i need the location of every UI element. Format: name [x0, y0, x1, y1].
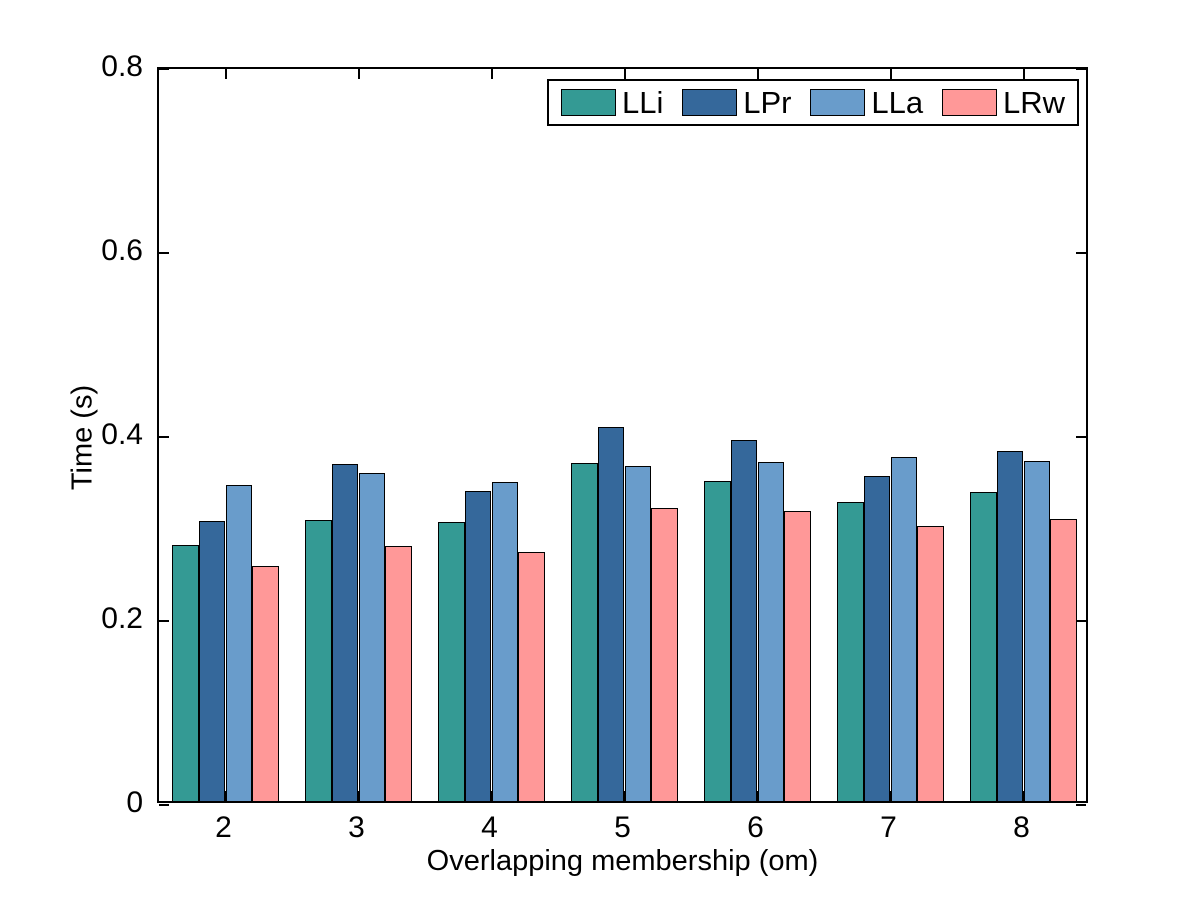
legend-label-LPr: LPr — [743, 85, 792, 120]
bar-LRw-om8 — [1050, 518, 1077, 801]
bar-LLi-om8 — [970, 491, 997, 801]
bar-LPr-om3 — [331, 464, 359, 801]
legend-item-LRw: LRw — [941, 85, 1065, 120]
bar-LLi-om2 — [172, 545, 199, 801]
bar-LRw-om2 — [252, 566, 279, 801]
y-tick-right — [1076, 804, 1086, 806]
legend-label-LLa: LLa — [871, 85, 924, 120]
bar-LLi-om6 — [704, 480, 731, 801]
y-tick-right — [1076, 68, 1086, 70]
bar-LPr-om8 — [996, 451, 1024, 801]
y-tick-right — [1076, 620, 1086, 622]
bar-LLa-om8 — [1023, 460, 1051, 801]
y-tick-right — [1076, 252, 1086, 254]
y-tick-left — [159, 252, 169, 254]
x-tick-top — [357, 69, 360, 79]
y-tick-label: 0.8 — [101, 50, 143, 83]
y-tick-label: 0.4 — [101, 418, 143, 451]
y-tick-label: 0.2 — [101, 602, 143, 635]
y-tick-right — [1076, 436, 1086, 438]
y-tick-label: 0 — [126, 786, 143, 819]
x-tick-label: 8 — [1013, 811, 1030, 844]
x-tick-label: 5 — [614, 811, 631, 844]
x-tick-label: 2 — [215, 811, 232, 844]
legend-swatch-LLi — [561, 89, 616, 116]
bar-LLa-om3 — [358, 473, 386, 801]
legend-label-LRw: LRw — [1002, 85, 1065, 120]
x-tick-top — [224, 69, 227, 79]
y-tick-left — [159, 620, 169, 622]
x-tick-label: 6 — [747, 811, 764, 844]
bar-LLa-om6 — [757, 462, 785, 801]
x-tick-top — [1022, 69, 1025, 79]
y-tick-label: 0.6 — [101, 234, 143, 267]
bar-LRw-om6 — [784, 511, 811, 801]
plot-area — [157, 67, 1088, 806]
x-tick-top — [889, 69, 892, 79]
legend-item-LLi: LLi — [561, 87, 663, 118]
y-tick-left — [159, 436, 169, 438]
bar-LLi-om5 — [571, 463, 598, 801]
y-tick-left — [159, 804, 169, 806]
bar-LPr-om2 — [198, 521, 226, 801]
x-tick-label: 7 — [880, 811, 897, 844]
bar-LRw-om3 — [385, 546, 412, 801]
bar-LLa-om4 — [491, 481, 519, 801]
bar-LRw-om4 — [518, 551, 545, 801]
legend: LLi LPr LLa LRw — [547, 79, 1079, 126]
x-tick-top — [490, 69, 493, 79]
bar-LLa-om5 — [624, 466, 652, 801]
bar-LLi-om3 — [305, 520, 332, 801]
x-tick-label: 3 — [348, 811, 365, 844]
x-tick-top — [623, 69, 626, 79]
bar-LLi-om4 — [438, 522, 465, 801]
x-tick-label: 4 — [481, 811, 498, 844]
bar-LPr-om7 — [863, 476, 891, 801]
x-tick-top — [756, 69, 759, 79]
bar-LRw-om7 — [917, 525, 944, 801]
legend-swatch-LPr — [682, 89, 738, 116]
bar-LRw-om5 — [651, 508, 678, 801]
legend-swatch-LRw — [941, 89, 997, 116]
bar-LPr-om6 — [730, 440, 758, 801]
bar-LLa-om7 — [890, 456, 918, 801]
bar-LLa-om2 — [225, 485, 253, 801]
legend-label-LLi: LLi — [622, 85, 664, 120]
legend-item-LLa: LLa — [810, 87, 923, 118]
bar-LPr-om5 — [597, 427, 625, 801]
bar-LPr-om4 — [464, 490, 492, 801]
y-tick-left — [159, 68, 169, 70]
legend-item-LPr: LPr — [682, 85, 792, 120]
legend-swatch-LLa — [810, 89, 866, 116]
bar-LLi-om7 — [837, 502, 864, 801]
x-axis-label: Overlapping membership (om) — [426, 845, 819, 877]
